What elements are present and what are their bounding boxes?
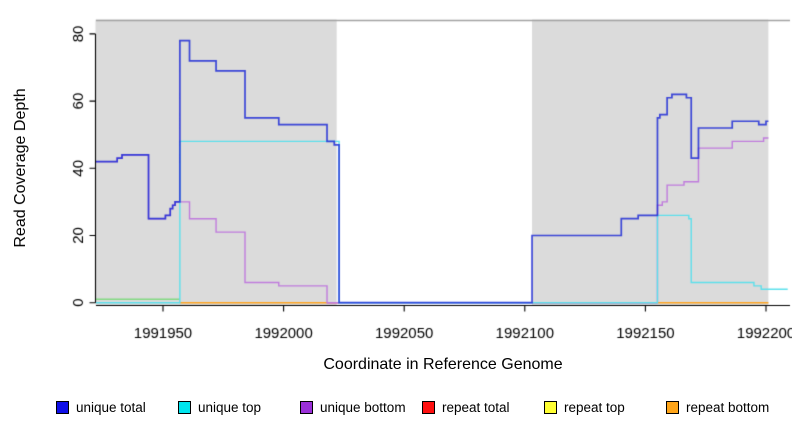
legend-swatch-icon <box>300 400 313 414</box>
legend-swatch-icon <box>178 400 191 414</box>
legend-item-repeat-top: repeat top <box>544 399 625 415</box>
legend-label: unique total <box>76 399 146 415</box>
legend-swatch-icon <box>56 400 69 414</box>
legend-swatch-icon <box>666 400 679 414</box>
legend-label: repeat total <box>442 399 510 415</box>
coverage-plot <box>0 0 792 350</box>
legend-label: unique bottom <box>320 399 406 415</box>
legend-item-unique-total: unique total <box>56 399 146 415</box>
legend-item-unique-bottom: unique bottom <box>300 399 406 415</box>
legend-swatch-icon <box>544 400 557 414</box>
x-axis-title: Coordinate in Reference Genome <box>323 356 563 373</box>
legend-label: repeat bottom <box>686 399 770 415</box>
legend-item-repeat-bottom: repeat bottom <box>666 399 769 415</box>
legend-swatch-icon <box>422 400 435 414</box>
legend: unique total unique top unique bottom repea… <box>0 399 792 417</box>
chart-canvas <box>0 0 792 350</box>
legend-item-repeat-total: repeat total <box>422 399 510 415</box>
legend-item-unique-top: unique top <box>178 399 261 415</box>
y-axis-title-text: Read Coverage Depth <box>12 88 29 248</box>
legend-label: unique top <box>198 399 262 415</box>
legend-label: repeat top <box>564 399 625 415</box>
